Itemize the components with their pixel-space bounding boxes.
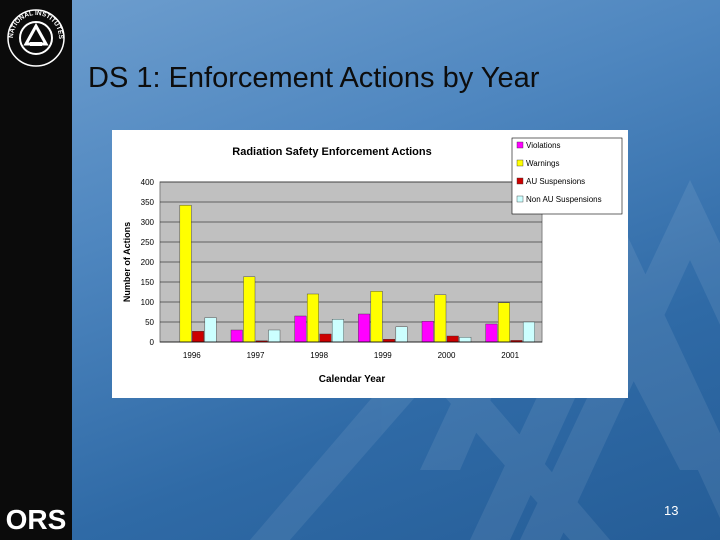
y-axis-label: Number of Actions [122, 222, 132, 302]
sidebar: NATIONAL INSTITUTES OF HEALTH ORS [0, 0, 72, 540]
y-tick-label: 100 [141, 298, 155, 307]
x-axis-label: Calendar Year [319, 374, 386, 385]
y-tick-label: 350 [141, 198, 155, 207]
legend-label: Warnings [526, 159, 560, 168]
ors-logo-text: ORS [6, 504, 66, 535]
legend-swatch [516, 195, 524, 203]
bar [522, 321, 535, 343]
bar [370, 290, 383, 343]
y-tick-label: 50 [145, 318, 154, 327]
bar [230, 329, 243, 343]
y-tick-label: 300 [141, 218, 155, 227]
y-tick-label: 250 [141, 238, 155, 247]
x-tick-label: 1997 [247, 351, 265, 360]
bar [485, 323, 498, 343]
y-tick-label: 150 [141, 278, 155, 287]
legend-box [511, 137, 623, 215]
bar [204, 317, 217, 343]
bar [497, 302, 510, 343]
bar [192, 330, 205, 343]
x-tick-label: 2000 [438, 351, 456, 360]
plot-area: 0 50 100 150 200 250 300 350 400 1996 1997 1998 1999… [141, 178, 543, 360]
bar [395, 326, 408, 343]
legend-swatch [516, 177, 524, 185]
bar [179, 204, 192, 343]
legend-label: AU Suspensions [526, 177, 585, 186]
ors-logo: ORS [6, 504, 66, 535]
bar [306, 293, 319, 343]
y-tick-label: 0 [150, 338, 155, 347]
nih-seal-logo: NATIONAL INSTITUTES OF HEALTH [4, 4, 65, 67]
x-tick-label: 2001 [501, 351, 519, 360]
x-tick-label: 1998 [310, 351, 328, 360]
chart-legend: Violations Warnings AU Suspensions Non AU S… [511, 137, 623, 215]
slide-title: DS 1: Enforcement Actions by Year [88, 62, 540, 94]
x-tick-label: 1999 [374, 351, 392, 360]
chart-container: Radiation Safety Enforcement Actions Num… [112, 130, 628, 398]
bar [446, 335, 459, 343]
bar [383, 338, 396, 343]
y-tick-label: 400 [141, 178, 155, 187]
legend-label: Violations [526, 141, 561, 150]
bar [331, 318, 344, 343]
bar [434, 294, 447, 343]
bar [421, 320, 434, 343]
legend-swatch [516, 141, 524, 149]
legend-swatch [516, 159, 524, 167]
x-tick-label: 1996 [183, 351, 201, 360]
bar [268, 329, 281, 343]
bar [319, 333, 332, 343]
legend-label: Non AU Suspensions [526, 195, 602, 204]
bar [243, 276, 256, 343]
bar [294, 315, 307, 343]
bar [459, 336, 472, 343]
chart-title: Radiation Safety Enforcement Actions [232, 146, 431, 158]
enforcement-bar-chart: Radiation Safety Enforcement Actions Num… [122, 137, 623, 385]
y-tick-label: 200 [141, 258, 155, 267]
page-number: 13 [664, 503, 679, 518]
bar [358, 313, 371, 343]
